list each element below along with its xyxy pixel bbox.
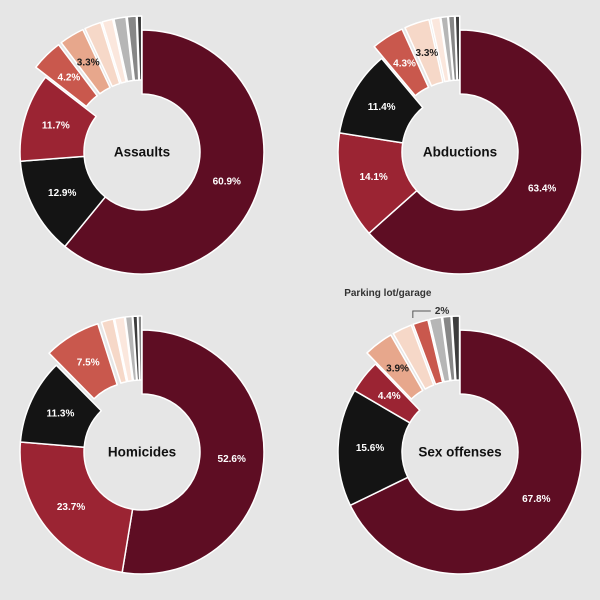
homicides-data-label-4: 7.5% <box>77 357 100 368</box>
homicides-slice-3-group: 11.3% <box>19 364 102 449</box>
sex-offenses-data-label-3: 4.4% <box>378 391 401 402</box>
assaults-data-label-2: 12.9% <box>48 188 76 199</box>
abductions-slice-1-group: 63.4% <box>368 29 583 275</box>
sex-offenses-slice-5-group <box>392 324 435 390</box>
assaults-slice-1 <box>64 29 265 275</box>
assaults-data-label-4: 4.2% <box>58 73 81 84</box>
homicides-slice-2-group: 23.7% <box>19 441 134 574</box>
abductions-slice-6-group <box>430 16 450 83</box>
assaults-center-title: Assaults <box>114 145 170 160</box>
assaults-slice-8 <box>113 16 134 83</box>
sex-offenses-slice-9 <box>451 315 461 381</box>
abductions-data-label-2: 14.1% <box>359 172 387 183</box>
assaults-slice-9 <box>126 15 140 82</box>
sex-offenses-slice-5 <box>392 324 435 390</box>
abductions-slice-5-group: 3.3% <box>404 18 444 87</box>
sex-offenses-callout-name: Parking lot/garage <box>344 288 432 299</box>
assaults-slice-3-group: 11.7% <box>19 76 97 162</box>
abductions-slice-4 <box>373 28 430 97</box>
sex-offenses-slice-1 <box>349 329 583 575</box>
sex-offenses-slice-8 <box>441 315 456 382</box>
abductions-slice-3-group: 11.4% <box>338 57 424 144</box>
sex-offenses-center-title: Sex offenses <box>418 445 501 460</box>
sex-offenses-slice-8-group <box>441 315 456 382</box>
sex-offenses-slice-9-group <box>451 315 461 381</box>
assaults-slice-4 <box>35 43 98 108</box>
sex-offenses-data-label-4: 3.9% <box>386 363 409 374</box>
assaults-data-label-1: 60.9% <box>213 177 241 188</box>
abductions-slice-1 <box>368 29 583 275</box>
abductions-data-label-4: 4.3% <box>393 59 416 70</box>
assaults-slice-5-group: 3.3% <box>60 28 111 95</box>
abductions-slice-9-group <box>454 15 461 81</box>
homicides-slice-6 <box>113 316 134 383</box>
sex-offenses-slice-7 <box>428 316 451 383</box>
homicides-slice-5-group <box>100 318 128 384</box>
donut-abductions: 63.4% 14.1% 11.4% 4.3%3.3% Abductions <box>337 15 583 275</box>
sex-offenses-slice-6-group <box>412 319 444 386</box>
sex-offenses-slice-4 <box>366 334 424 400</box>
abductions-slice-4-group: 4.3% <box>373 28 430 97</box>
assaults-slice-10 <box>136 15 143 81</box>
sex-offenses-slice-3-group: 4.4% <box>353 363 421 424</box>
abductions-slice-9 <box>454 15 461 81</box>
assaults-slice-7-group <box>101 18 127 84</box>
abductions-slice-5 <box>404 18 444 87</box>
assaults-slice-5 <box>60 28 111 95</box>
homicides-slice-1-group: 52.6% <box>121 329 265 575</box>
assaults-slice-10-group <box>136 15 143 81</box>
assaults-data-label-3: 11.7% <box>42 121 70 132</box>
sex-offenses-slice-1-group: 67.8% <box>349 329 583 575</box>
assaults-slice-4-group: 4.2% <box>35 43 98 108</box>
sex-offenses-slice-7-group <box>428 316 451 383</box>
homicides-data-label-2: 23.7% <box>57 502 85 513</box>
homicides-slice-3 <box>19 364 102 449</box>
abductions-center-title: Abductions <box>423 145 497 160</box>
sex-offenses-slice-6 <box>412 319 444 386</box>
homicides-data-label-1: 52.6% <box>218 454 246 465</box>
sex-offenses-callout-leader <box>412 310 431 318</box>
homicides-slice-2 <box>19 441 134 574</box>
abductions-slice-3 <box>338 57 424 144</box>
abductions-slice-6 <box>430 16 450 83</box>
abductions-data-label-3: 11.4% <box>368 102 396 113</box>
homicides-slice-6-group <box>113 316 134 383</box>
homicides-slice-1 <box>121 329 265 575</box>
homicides-slice-5 <box>100 318 128 384</box>
assaults-slice-7 <box>101 18 127 84</box>
assaults-slice-6-group <box>84 21 121 88</box>
sex-offenses-slice-4-group: 3.9% <box>366 334 424 400</box>
homicides-slice-4-group: 7.5% <box>48 323 118 400</box>
assaults-data-label-5: 3.3% <box>77 57 100 68</box>
donut-homicides: 52.6% 23.7% 11.3% 7.5% Homicides <box>19 315 265 575</box>
homicides-slice-9-group <box>137 315 143 381</box>
assaults-slice-8-group <box>113 16 134 83</box>
abductions-data-label-1: 63.4% <box>528 183 556 194</box>
sex-offenses-data-label-2: 15.6% <box>356 443 384 454</box>
homicides-slice-9 <box>137 315 143 381</box>
assaults-slice-1-group: 60.9% <box>64 29 265 275</box>
assaults-slice-3 <box>19 76 97 162</box>
abductions-data-label-5: 3.3% <box>416 48 439 59</box>
sex-offenses-callout-value: 2% <box>435 306 450 317</box>
sex-offenses-slice-3 <box>353 363 421 424</box>
sex-offenses-data-label-1: 67.8% <box>522 494 550 505</box>
homicides-slice-4 <box>48 323 118 400</box>
homicides-center-title: Homicides <box>108 445 176 460</box>
homicides-data-label-3: 11.3% <box>47 408 75 419</box>
donut-assaults: 60.9% 12.9% 11.7% 4.2% 3.3% Assaults <box>19 15 265 275</box>
assaults-slice-9-group <box>126 15 140 82</box>
assaults-slice-6 <box>84 21 121 88</box>
